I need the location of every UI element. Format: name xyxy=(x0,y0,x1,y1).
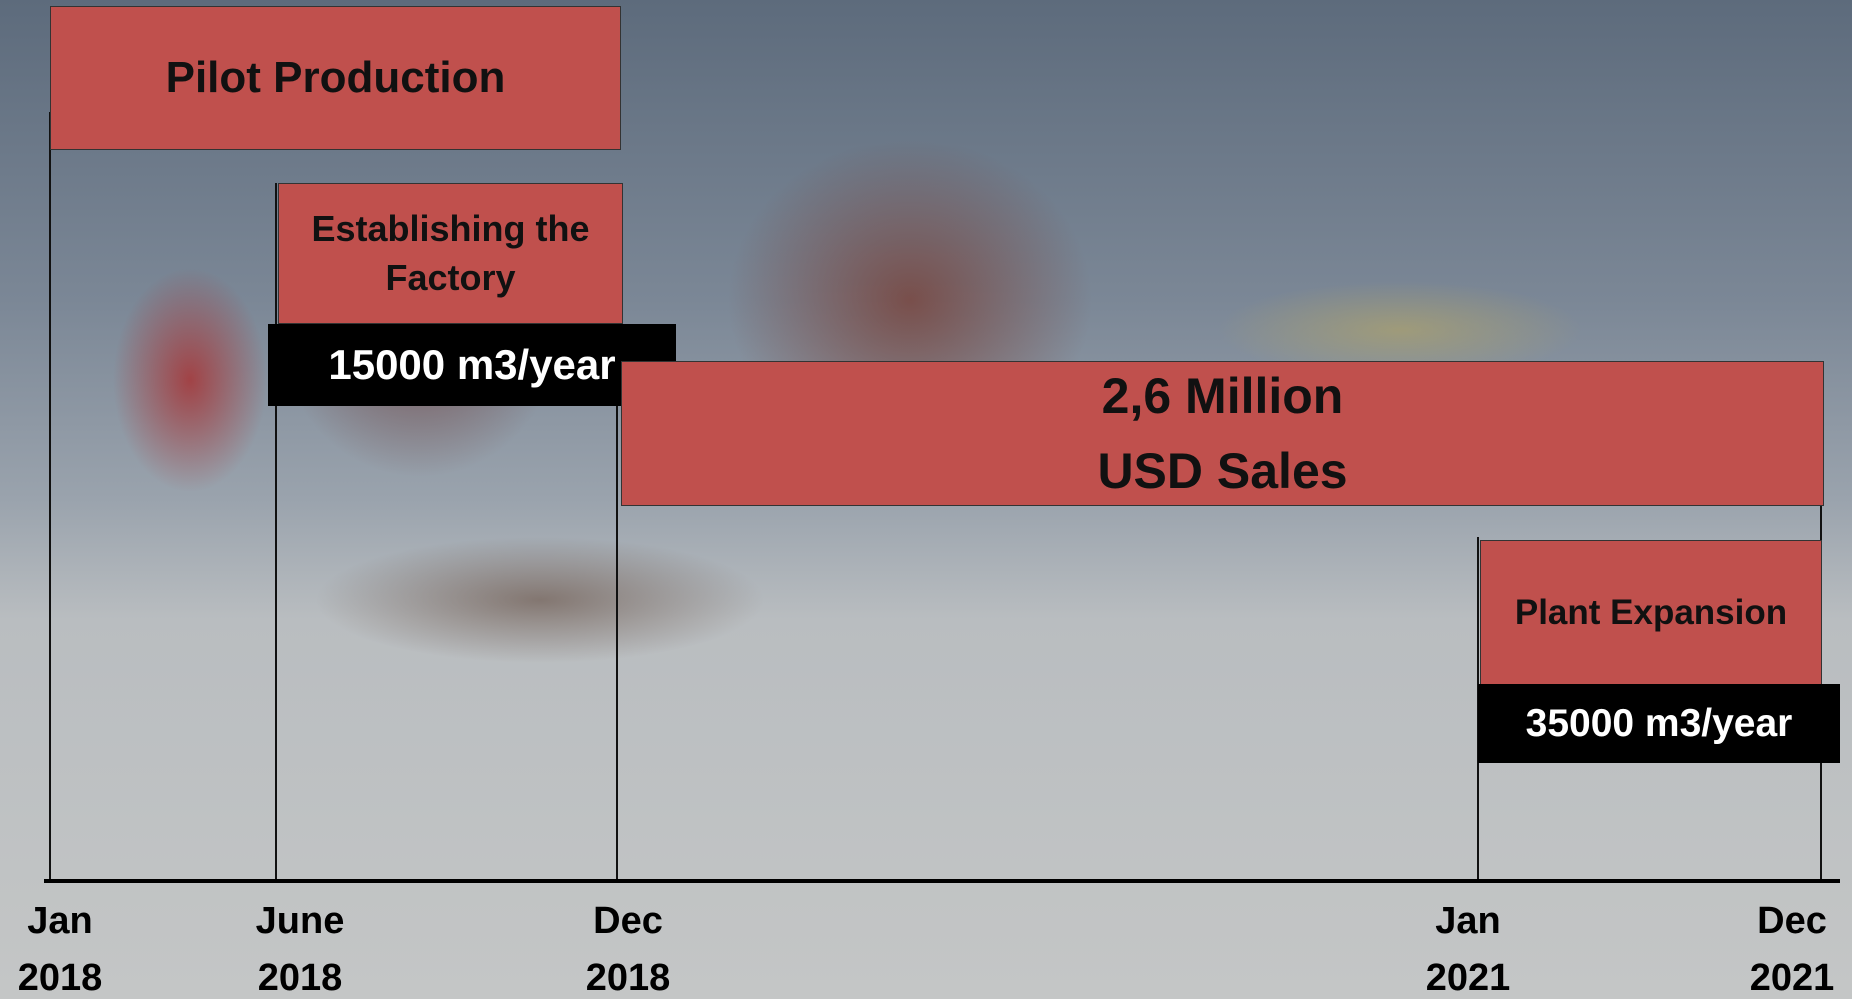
v-line xyxy=(275,183,277,881)
note: 15000 m3/year xyxy=(268,324,676,406)
block: Plant Expansion xyxy=(1480,540,1822,685)
year: 2018 xyxy=(220,950,380,1007)
block-label: Factory xyxy=(385,254,515,303)
year: 2018 xyxy=(548,950,708,1007)
v-line xyxy=(49,112,51,881)
time-axis xyxy=(44,879,1840,883)
month: Dec xyxy=(548,893,708,950)
block-label: Plant Expansion xyxy=(1515,589,1787,636)
block-label: Establishing the xyxy=(311,205,589,254)
page: Pilot Production Establishing the Factor… xyxy=(0,0,1852,999)
month: Jan xyxy=(1388,893,1548,950)
note-label: 35000 m3/year xyxy=(1526,702,1793,746)
block: Establishing the Factory xyxy=(278,183,623,324)
block: 2,6 Million USD Sales xyxy=(621,361,1824,506)
year: 2021 xyxy=(1388,950,1548,1007)
month: Jan xyxy=(0,893,140,950)
block-label: USD Sales xyxy=(1097,434,1347,509)
time-label: Jan 2021 xyxy=(1388,893,1548,1007)
year: 2018 xyxy=(0,950,140,1007)
month: Dec xyxy=(1712,893,1852,950)
month: June xyxy=(220,893,380,950)
year: 2021 xyxy=(1712,950,1852,1007)
time-label: Dec 2021 xyxy=(1712,893,1852,1007)
block-label: 2,6 Million xyxy=(1102,359,1344,434)
block: Pilot Production xyxy=(50,6,621,150)
time-label: Jan 2018 xyxy=(0,893,140,1007)
note: 35000 m3/year xyxy=(1478,684,1840,763)
note-label: 15000 m3/year xyxy=(328,341,615,389)
block-label: Pilot Production xyxy=(166,48,506,107)
time-label: June 2018 xyxy=(220,893,380,1007)
time-label: Dec 2018 xyxy=(548,893,708,1007)
